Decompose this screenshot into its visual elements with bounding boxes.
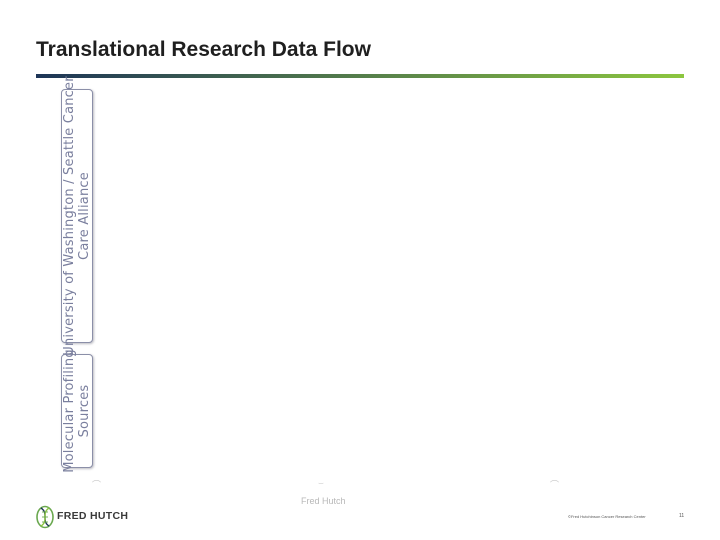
slide-title: Translational Research Data Flow [36, 38, 371, 61]
uw-scca-line1: University of Washington / Seattle Cance… [62, 76, 77, 356]
molecular-profiling-panel-label: Molecular Profiling Sources [62, 349, 92, 473]
uw-scca-panel: University of Washington / Seattle Cance… [61, 76, 93, 356]
molecular-line2: Sources [77, 384, 92, 438]
logo-wordmark: FRED HUTCH [57, 510, 129, 522]
fred-hutch-helix-icon [36, 505, 54, 529]
faint-connector-left: ⌒ [92, 480, 102, 490]
faint-connector-right: ⌒ [550, 480, 560, 490]
fred-hutch-logo: FRED HUTCH [35, 505, 128, 529]
page-number: 11 [679, 513, 685, 519]
molecular-profiling-panel: Molecular Profiling Sources [61, 349, 93, 473]
title-divider [36, 74, 684, 78]
uw-scca-panel-label: University of Washington / Seattle Cance… [62, 76, 92, 356]
uw-scca-line2: Care Alliance [77, 172, 92, 260]
footer-copyright: ©Fred Hutchinson Cancer Research Center [568, 514, 646, 519]
faint-diagram-label: Fred Hutch [301, 496, 346, 506]
faint-connector-mid: ⌣ [318, 478, 324, 488]
molecular-line1: Molecular Profiling [62, 349, 77, 473]
